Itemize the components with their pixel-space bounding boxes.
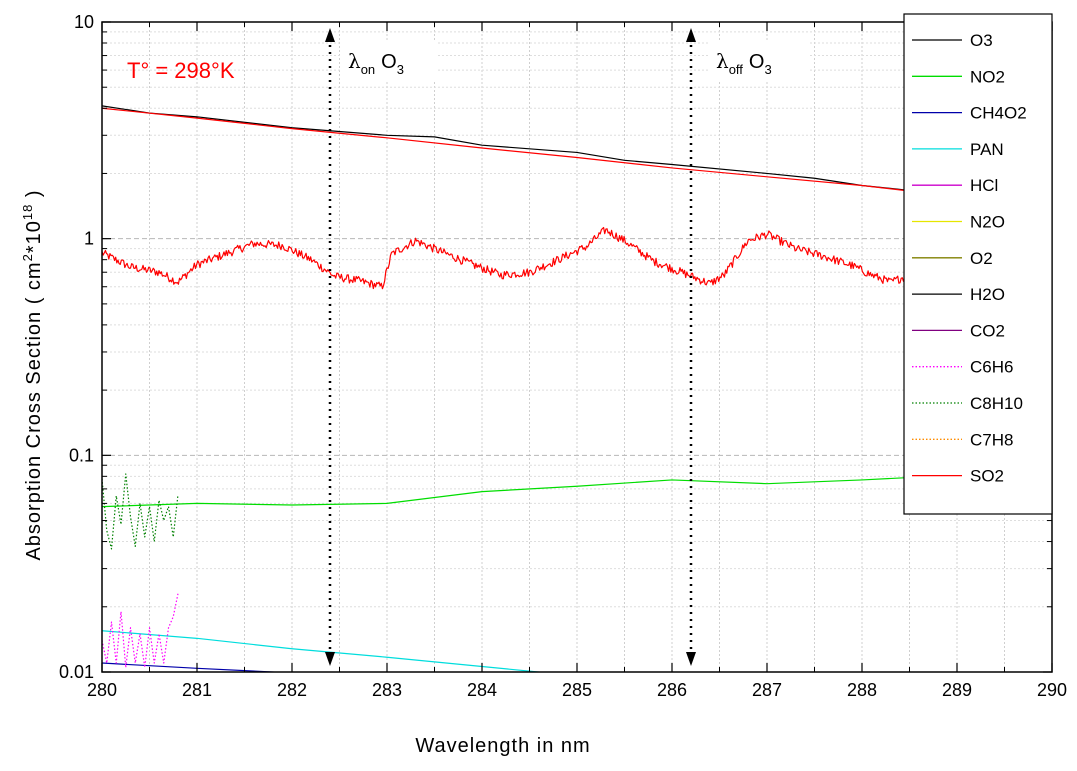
- legend-label-so2: SO2: [970, 467, 1004, 486]
- lambda-off-subscript: off: [729, 62, 744, 77]
- x-axis-title: Wavelength in nm: [415, 735, 590, 757]
- x-tick-label: 290: [1037, 680, 1067, 700]
- legend-label-h2o: H2O: [970, 285, 1005, 304]
- lambda-off-arrow: [686, 28, 696, 666]
- y-tick-label: 1: [84, 229, 94, 249]
- x-tick-label: 281: [182, 680, 212, 700]
- series-line-so2: [102, 107, 904, 191]
- lambda-on-arrow-head-bottom: [325, 652, 335, 666]
- grid-layer: [102, 22, 1052, 672]
- legend: O3 NO2 CH4O2 PAN HCl N2O O2 H2O CO2 C6H6 C8H10 C7H8…: [903, 13, 1053, 515]
- lambda-on-arrow: [325, 28, 335, 666]
- y-axis-title-sup2: 18: [20, 204, 35, 220]
- y-axis-title: Absorption Cross Section ( cm2*1018 ): [20, 189, 45, 560]
- y-axis-title-suffix: ): [23, 189, 45, 203]
- legend-label-hcl: HCl: [970, 176, 998, 195]
- legend-label-c7h8: C7H8: [970, 430, 1013, 449]
- legend-label-o3: O3: [970, 31, 993, 50]
- legend-label-no2: NO2: [970, 67, 1005, 86]
- x-tick-label: 285: [562, 680, 592, 700]
- y-tick-label: 10: [74, 12, 94, 32]
- legend-label-n2o: N2O: [970, 213, 1005, 232]
- legend-label-c6h6: C6H6: [970, 358, 1013, 377]
- x-tick-label: 286: [657, 680, 687, 700]
- lambda-off-arrow-head-bottom: [686, 652, 696, 666]
- temperature-annotation: T° = 298°K: [127, 58, 235, 83]
- lambda-off-symbol: λ: [716, 49, 729, 73]
- lambda-off-arrow-head-top: [686, 28, 696, 42]
- y-tick-label: 0.1: [69, 445, 94, 465]
- lambda-on-species: O: [381, 51, 397, 73]
- y-tick-label: 0.01: [59, 662, 94, 682]
- legend-label-ch4o2: CH4O2: [970, 104, 1027, 123]
- x-tick-label: 284: [467, 680, 497, 700]
- series-line-c8h10: [102, 473, 179, 550]
- legend-label-c8h10: C8H10: [970, 394, 1023, 413]
- x-tick-label: 282: [277, 680, 307, 700]
- x-tick-label: 287: [752, 680, 782, 700]
- x-tick-label: 289: [942, 680, 972, 700]
- lambda-off-species: O: [749, 51, 765, 73]
- series-line-c6h6: [102, 593, 179, 669]
- lambda-on-subscript: on: [361, 62, 375, 77]
- y-axis-title-prefix: Absorption Cross Section ( cm: [23, 261, 45, 560]
- legend-label-o2: O2: [970, 249, 993, 268]
- x-tick-label: 283: [372, 680, 402, 700]
- annotation-layer: T° = 298°K λon O3 λoff O3: [127, 40, 808, 83]
- lambda-off-species-subscript: 3: [764, 62, 771, 77]
- series-line-o3: [102, 105, 904, 191]
- x-tick-label: 280: [87, 680, 117, 700]
- series-line-no2: [102, 477, 904, 508]
- series-layer: [102, 28, 904, 672]
- axes-layer: 280 281 282 283 284 285 286 287 288 289 290 0.01 0.1…: [59, 12, 1067, 700]
- legend-label-pan: PAN: [970, 140, 1004, 159]
- lambda-on-symbol: λ: [348, 49, 361, 73]
- y-axis-title-mid: *10: [23, 220, 45, 253]
- lambda-off-label-bg: [710, 40, 808, 80]
- series-line-so2-band: [102, 226, 904, 290]
- lambda-on-label: λon O3: [348, 49, 404, 77]
- legend-box: [903, 13, 1053, 515]
- y-axis-title-sup1: 2: [20, 253, 35, 261]
- lambda-on-species-subscript: 3: [397, 62, 404, 77]
- lambda-on-label-bg: [340, 40, 436, 80]
- lambda-off-label: λoff O3: [716, 49, 772, 77]
- lambda-on-arrow-head-top: [325, 28, 335, 42]
- series-line-pan: [102, 630, 545, 672]
- legend-label-co2: CO2: [970, 321, 1005, 340]
- x-tick-label: 288: [847, 680, 877, 700]
